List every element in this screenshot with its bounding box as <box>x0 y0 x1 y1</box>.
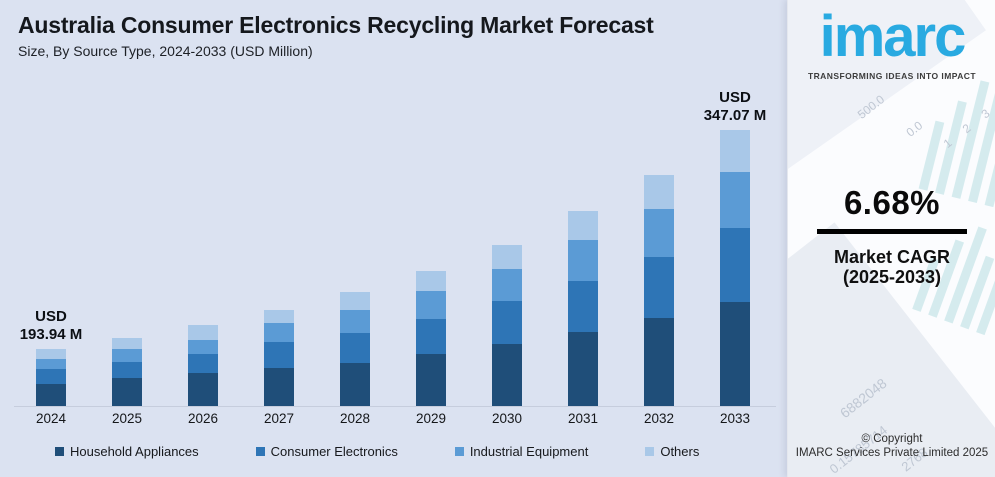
segment-consumer-electronics-2032[interactable] <box>644 257 674 318</box>
segment-consumer-electronics-2026[interactable] <box>188 354 218 373</box>
copyright-line2: IMARC Services Private Limited 2025 <box>795 447 989 459</box>
segment-consumer-electronics-2028[interactable] <box>340 333 370 363</box>
legend-item-household-appliances: Household Appliances <box>55 444 199 459</box>
legend-item-consumer-electronics: Consumer Electronics <box>255 444 398 459</box>
decor-number: 0.0 <box>903 118 926 140</box>
bar-2032[interactable] <box>644 175 674 406</box>
segment-household-appliances-2028[interactable] <box>340 363 370 406</box>
segment-consumer-electronics-2031[interactable] <box>568 281 598 332</box>
x-tick-2029: 2029 <box>415 411 447 426</box>
value-label-2024: USD 193.94 M <box>19 308 83 343</box>
x-tick-2033: 2033 <box>719 411 751 426</box>
x-tick-2032: 2032 <box>643 411 675 426</box>
segment-industrial-equipment-2031[interactable] <box>568 240 598 281</box>
segment-others-2025[interactable] <box>112 338 142 349</box>
bar-2027[interactable] <box>264 310 294 406</box>
segment-household-appliances-2030[interactable] <box>492 344 522 406</box>
bar-2025[interactable] <box>112 338 142 406</box>
cagr-label-line2: (2025-2033) <box>842 267 942 287</box>
legend-swatch-icon <box>454 447 464 456</box>
segment-others-2032[interactable] <box>644 175 674 209</box>
segment-household-appliances-2024[interactable] <box>36 384 66 406</box>
legend-swatch-icon <box>55 447 64 456</box>
segment-household-appliances-2029[interactable] <box>416 354 446 406</box>
cagr-value: 6.68% <box>843 184 941 221</box>
x-axis-line <box>14 406 776 407</box>
bar-2030[interactable] <box>492 245 522 406</box>
legend-swatch-icon <box>255 447 265 456</box>
copyright: © Copyright IMARC Services Private Limit… <box>788 432 995 460</box>
page-title: Australia Consumer Electronics Recycling… <box>18 12 654 38</box>
x-tick-2028: 2028 <box>339 411 371 426</box>
segment-industrial-equipment-2027[interactable] <box>264 323 294 342</box>
x-tick-2027: 2027 <box>263 411 295 426</box>
legend-swatch-icon <box>645 447 655 456</box>
legend-label: Others <box>660 444 700 459</box>
x-tick-2030: 2030 <box>491 411 523 426</box>
bar-2028[interactable] <box>340 292 370 406</box>
segment-consumer-electronics-2027[interactable] <box>264 342 294 368</box>
segment-industrial-equipment-2029[interactable] <box>416 291 446 319</box>
segment-others-2028[interactable] <box>340 292 370 310</box>
segment-industrial-equipment-2032[interactable] <box>644 209 674 257</box>
segment-industrial-equipment-2025[interactable] <box>112 349 142 362</box>
x-tick-2024: 2024 <box>35 411 67 426</box>
imarc-logo: imarc TRANSFORMING IDEAS INTO IMPACT <box>788 4 995 81</box>
chart-legend: Household Appliances Consumer Electronics… <box>55 444 699 459</box>
segment-consumer-electronics-2030[interactable] <box>492 301 522 344</box>
legend-label: Consumer Electronics <box>270 444 398 459</box>
segment-others-2033[interactable] <box>720 130 750 172</box>
segment-consumer-electronics-2024[interactable] <box>36 369 66 384</box>
segment-household-appliances-2032[interactable] <box>644 318 674 406</box>
cagr-label-line1: Market CAGR <box>833 247 951 267</box>
legend-item-industrial-equipment: Industrial Equipment <box>454 444 589 459</box>
segment-household-appliances-2026[interactable] <box>188 373 218 406</box>
bar-2024[interactable] <box>36 349 66 406</box>
legend-label: Household Appliances <box>70 444 199 459</box>
segment-household-appliances-2033[interactable] <box>720 302 750 406</box>
imarc-logo-tagline: TRANSFORMING IDEAS INTO IMPACT <box>807 71 977 81</box>
segment-industrial-equipment-2033[interactable] <box>720 172 750 228</box>
bar-2031[interactable] <box>568 211 598 406</box>
segment-industrial-equipment-2024[interactable] <box>36 359 66 369</box>
segment-others-2027[interactable] <box>264 310 294 323</box>
x-tick-2025: 2025 <box>111 411 143 426</box>
segment-others-2024[interactable] <box>36 349 66 359</box>
page-subtitle: Size, By Source Type, 2024-2033 (USD Mil… <box>18 43 313 59</box>
segment-others-2031[interactable] <box>568 211 598 240</box>
bar-2026[interactable] <box>188 325 218 406</box>
segment-consumer-electronics-2033[interactable] <box>720 228 750 302</box>
segment-consumer-electronics-2025[interactable] <box>112 362 142 378</box>
cagr-block: 6.68% Market CAGR (2025-2033) <box>788 184 995 287</box>
segment-industrial-equipment-2028[interactable] <box>340 310 370 333</box>
chart-panel: Australia Consumer Electronics Recycling… <box>14 12 776 459</box>
segment-others-2030[interactable] <box>492 245 522 269</box>
cagr-underline <box>817 229 967 234</box>
bar-2029[interactable] <box>416 271 446 406</box>
header: Australia Consumer Electronics Recycling… <box>18 12 768 59</box>
segment-industrial-equipment-2026[interactable] <box>188 340 218 354</box>
legend-label: Industrial Equipment <box>469 444 589 459</box>
segment-household-appliances-2027[interactable] <box>264 368 294 406</box>
value-label-2033: USD 347.07 M <box>703 89 767 124</box>
segment-industrial-equipment-2030[interactable] <box>492 269 522 301</box>
segment-consumer-electronics-2029[interactable] <box>416 319 446 354</box>
copyright-line1: © Copyright <box>861 433 923 445</box>
imarc-logo-text: imarc <box>819 4 967 69</box>
segment-household-appliances-2031[interactable] <box>568 332 598 406</box>
x-tick-2031: 2031 <box>567 411 599 426</box>
x-tick-2026: 2026 <box>187 411 219 426</box>
segment-household-appliances-2025[interactable] <box>112 378 142 406</box>
segment-others-2026[interactable] <box>188 325 218 340</box>
side-panel: 500.0 0.0 1 2 3 4 6882048 0.15785714 276… <box>787 0 995 477</box>
segment-others-2029[interactable] <box>416 271 446 291</box>
legend-item-others: Others <box>645 444 699 459</box>
bar-2033[interactable] <box>720 130 750 406</box>
